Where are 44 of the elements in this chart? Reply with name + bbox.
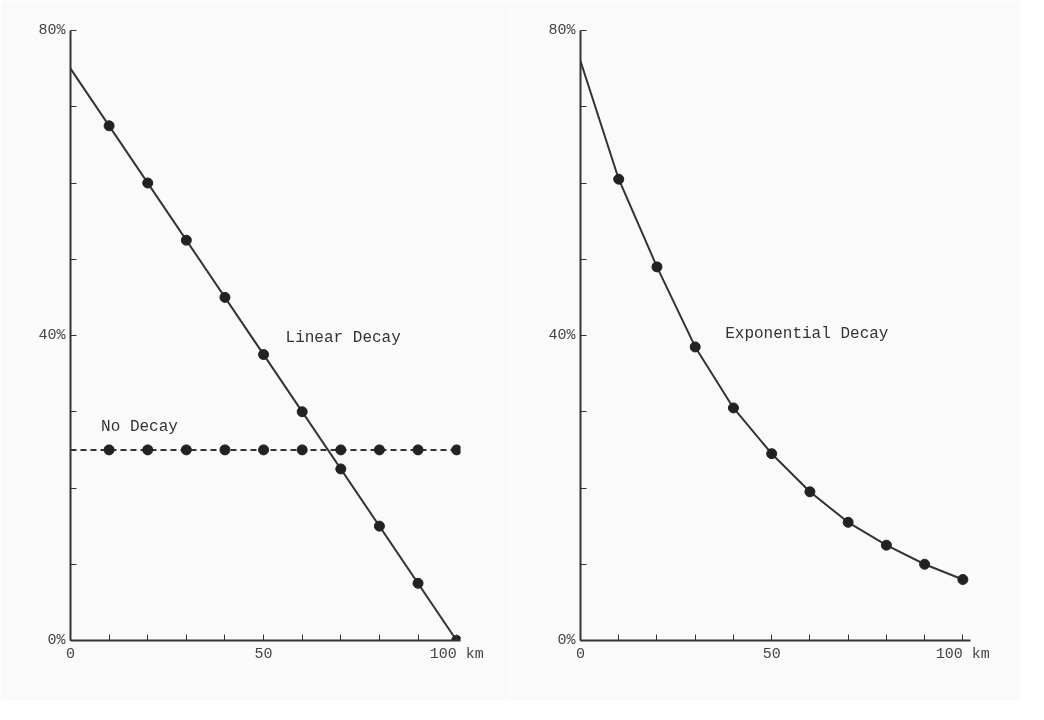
point	[258, 349, 270, 361]
point	[919, 558, 931, 570]
y-tick-label: 0%	[47, 632, 67, 649]
point	[373, 520, 385, 532]
y-tick-label: 80%	[38, 22, 67, 39]
y-tick-label: 40%	[38, 327, 67, 344]
point	[335, 444, 347, 456]
x-tick-label: 50	[254, 645, 273, 663]
point	[296, 444, 308, 456]
point	[727, 402, 739, 414]
point	[412, 444, 424, 456]
point	[180, 444, 192, 456]
series-label: Linear Decay	[285, 328, 402, 347]
point	[957, 574, 969, 585]
series-label: Exponential Decay	[725, 324, 889, 343]
x-tick-label: 100 km	[429, 645, 484, 663]
point	[373, 444, 385, 456]
y-tick-label: 40%	[548, 327, 577, 344]
point	[842, 516, 854, 528]
point	[142, 177, 154, 189]
x-tick-label: 100 km	[935, 645, 990, 663]
point	[219, 444, 231, 456]
point	[180, 234, 192, 246]
x-tick-label: 0	[576, 645, 586, 663]
point	[804, 486, 816, 498]
point	[689, 341, 701, 353]
x-tick-label: 50	[762, 645, 781, 663]
point	[451, 444, 461, 456]
point	[766, 448, 778, 460]
point	[651, 261, 663, 273]
y-tick-label: 80%	[548, 22, 577, 39]
point	[142, 444, 154, 456]
point	[103, 444, 115, 456]
y-tick-label: 0%	[557, 632, 577, 649]
point	[335, 463, 347, 475]
series-label: No Decay	[101, 417, 179, 436]
point	[880, 539, 892, 551]
point	[296, 406, 308, 418]
x-tick-label: 0	[66, 645, 76, 663]
point	[258, 444, 270, 456]
point	[412, 577, 424, 589]
point	[103, 120, 115, 132]
point	[613, 173, 625, 185]
point	[219, 291, 231, 303]
